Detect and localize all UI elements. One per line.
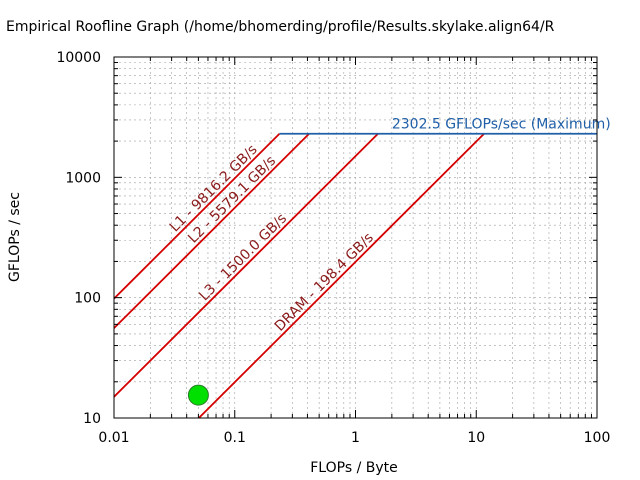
peak-line-label: 2302.5 GFLOPs/sec (Maximum) <box>392 117 611 133</box>
y-tick-label: 100 <box>74 291 101 307</box>
data-point <box>187 384 209 406</box>
y-tick-label: 10000 <box>56 50 101 66</box>
x-tick-label: 10 <box>467 430 485 446</box>
x-tick-label: 100 <box>584 430 611 446</box>
x-axis-label: FLOPs / Byte <box>310 460 397 476</box>
bandwidth-line-label: DRAM - 198.4 GB/s <box>272 230 377 335</box>
roofline-marks: L1 - 9816.2 GB/sL2 - 5579.1 GB/sL3 - 150… <box>113 117 611 419</box>
bandwidth-line <box>113 133 379 398</box>
y-tick-label: 10 <box>83 411 101 427</box>
axis-ticks: 0.01 0.1 1 10 100 10 100 1000 10000 <box>56 50 610 446</box>
grid-lines <box>114 57 597 418</box>
x-tick-label: 0.1 <box>224 430 246 446</box>
bandwidth-line <box>198 133 485 419</box>
x-tick-label: 0.01 <box>98 430 129 446</box>
bandwidth-line <box>113 133 310 329</box>
bandwidth-line <box>113 133 281 300</box>
y-axis-label: GFLOPs / sec <box>7 192 23 282</box>
chart-title: Empirical Roofline Graph (/home/bhomerdi… <box>6 19 555 35</box>
x-tick-label: 1 <box>351 430 360 446</box>
y-tick-label: 1000 <box>65 170 101 186</box>
